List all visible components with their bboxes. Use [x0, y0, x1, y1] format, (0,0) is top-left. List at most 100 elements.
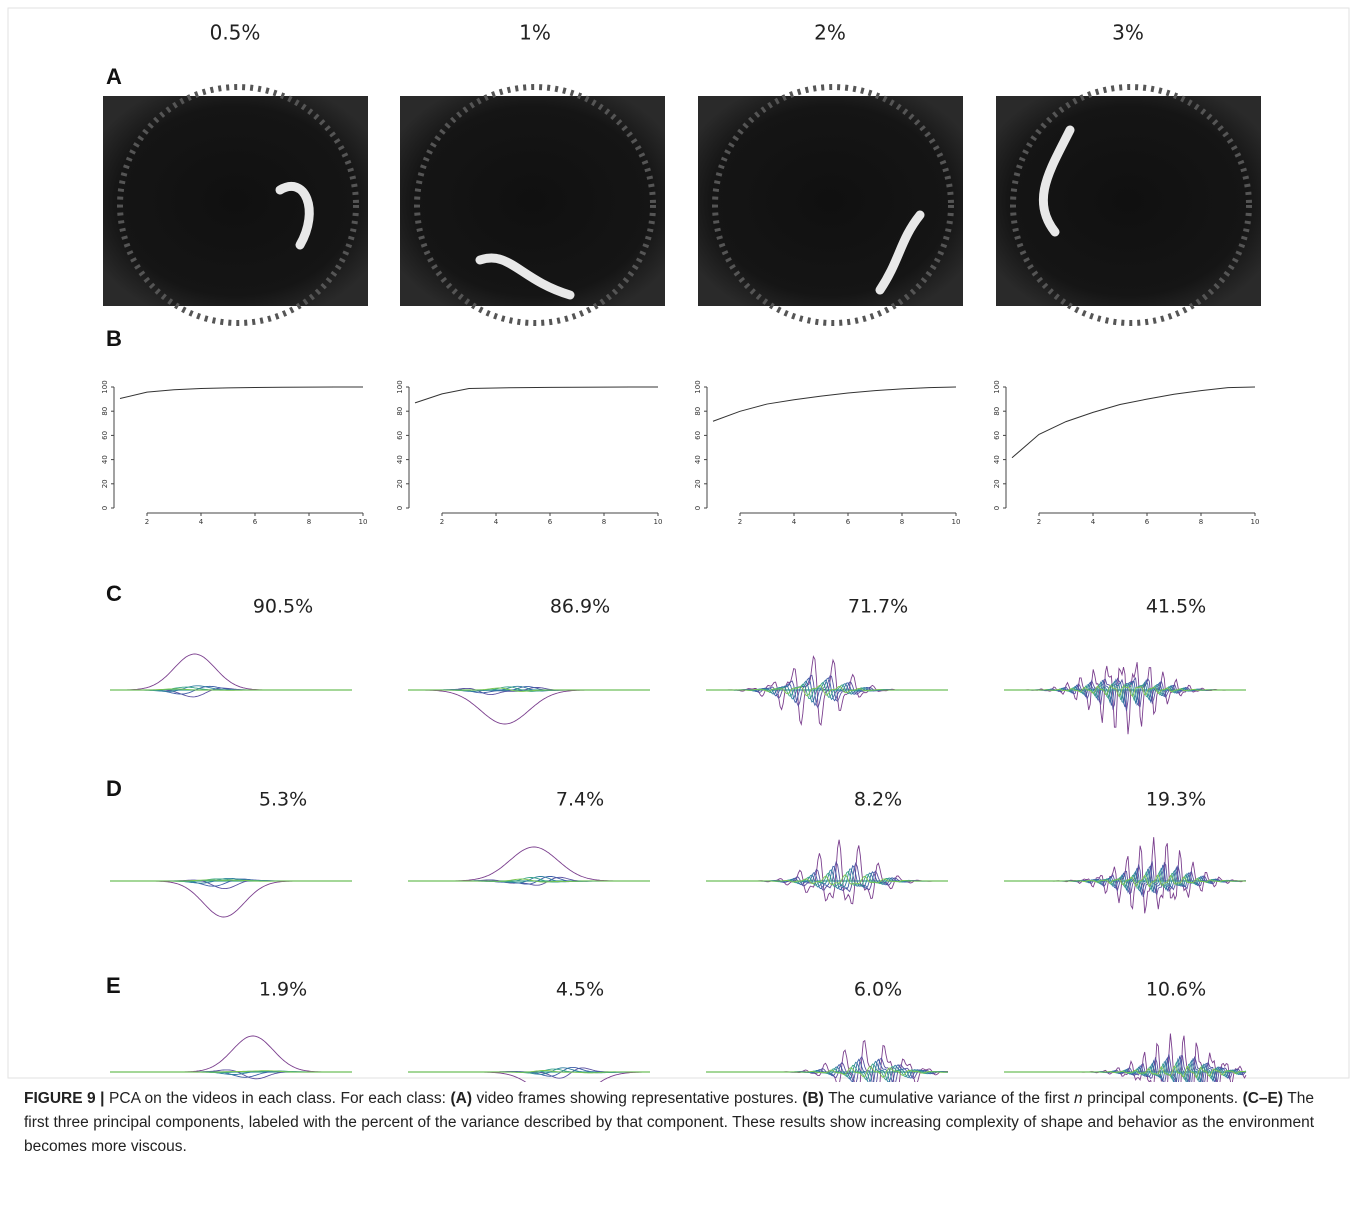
y-tick-label: 40 [993, 455, 1001, 464]
y-tick-label: 60 [993, 431, 1001, 440]
panel-label: D [106, 776, 122, 801]
panel-label: B [106, 326, 122, 351]
video-frame [103, 96, 368, 306]
column-header: 3% [1112, 21, 1144, 45]
y-tick-label: 40 [101, 455, 109, 464]
cumulative-line [712, 386, 957, 422]
dish-rim [414, 84, 656, 326]
caption-text: PCA on the videos in each class. For eac… [104, 1090, 451, 1107]
component-percent: 8.2% [854, 789, 902, 811]
y-tick-label: 80 [396, 407, 404, 416]
y-tick-label: 40 [396, 455, 404, 464]
x-tick-label: 6 [548, 518, 553, 526]
x-tick-label: 4 [1091, 518, 1096, 526]
component-trace [110, 880, 352, 918]
component-trace [706, 839, 948, 905]
figure-frame [7, 7, 1350, 1079]
panel-label: A [106, 64, 122, 89]
x-tick-label: 8 [1199, 518, 1203, 526]
y-tick-label: 100 [396, 380, 404, 393]
component-trace [1004, 874, 1246, 888]
x-tick-label: 6 [846, 518, 851, 526]
caption-text: principal components. [1082, 1090, 1243, 1107]
component-percent: 1.9% [259, 979, 307, 1001]
x-tick-label: 10 [952, 518, 961, 526]
component-percent: 5.3% [259, 789, 307, 811]
y-tick-label: 0 [993, 506, 1001, 510]
caption-text: The first three principal components, la… [24, 1090, 1314, 1156]
y-tick-label: 100 [694, 380, 702, 393]
x-tick-label: 6 [1145, 518, 1150, 526]
caption-label: FIGURE 9 | [24, 1090, 105, 1107]
y-tick-label: 20 [101, 479, 109, 488]
component-percent: 4.5% [556, 979, 604, 1001]
component-percent: 86.9% [550, 596, 610, 618]
component-trace [408, 846, 650, 882]
component-trace [110, 653, 352, 691]
caption-italic: n [1073, 1090, 1083, 1107]
y-tick-label: 40 [694, 455, 702, 464]
dish-rim [117, 84, 359, 326]
x-tick-label: 2 [738, 518, 742, 526]
x-tick-label: 6 [253, 518, 258, 526]
y-tick-label: 60 [396, 431, 404, 440]
component-trace [408, 1071, 651, 1082]
worm [275, 182, 314, 250]
caption-text: video frames showing representative post… [472, 1090, 803, 1107]
y-tick-label: 0 [694, 506, 702, 510]
y-tick-label: 100 [101, 380, 109, 393]
component-percent: 6.0% [854, 979, 902, 1001]
caption-text: The cumulative variance of the first [823, 1090, 1074, 1107]
panel-label: E [106, 973, 121, 998]
component-trace [110, 1070, 352, 1073]
x-tick-label: 8 [900, 518, 904, 526]
component-trace [408, 878, 650, 883]
worm [1038, 125, 1075, 237]
x-tick-label: 8 [602, 518, 606, 526]
component-trace [706, 874, 948, 886]
caption: FIGURE 9 | PCA on the videos in each cla… [24, 1087, 1314, 1159]
component-percent: 71.7% [848, 596, 908, 618]
component-percent: 19.3% [1146, 789, 1206, 811]
component-percent: 7.4% [556, 789, 604, 811]
worm [875, 210, 925, 295]
component-trace [408, 689, 650, 725]
y-tick-label: 20 [993, 479, 1001, 488]
x-tick-label: 2 [145, 518, 149, 526]
component-trace [408, 687, 650, 692]
y-tick-label: 0 [101, 506, 109, 510]
y-tick-label: 100 [993, 380, 1001, 393]
x-tick-label: 4 [494, 518, 499, 526]
cumulative-line [414, 386, 658, 404]
x-tick-label: 10 [654, 518, 663, 526]
x-tick-label: 4 [792, 518, 797, 526]
y-tick-label: 80 [101, 407, 109, 416]
component-trace [706, 1066, 949, 1078]
dish-rim [1010, 84, 1252, 326]
component-trace [1004, 1065, 1247, 1079]
component-trace [408, 1070, 650, 1074]
column-header: 1% [519, 21, 551, 45]
cumulative-line [119, 386, 363, 399]
y-tick-label: 0 [396, 506, 404, 510]
panel-label: C [106, 581, 122, 606]
x-tick-label: 8 [307, 518, 311, 526]
y-tick-label: 80 [694, 407, 702, 416]
caption-ref: (C–E) [1242, 1090, 1284, 1107]
component-trace [706, 655, 948, 727]
video-frame [698, 96, 963, 306]
caption-ref: (A) [450, 1090, 473, 1107]
component-trace [1004, 685, 1246, 698]
component-percent: 10.6% [1146, 979, 1206, 1001]
y-tick-label: 20 [694, 479, 702, 488]
y-tick-label: 20 [396, 479, 404, 488]
worm [475, 253, 575, 300]
component-trace [110, 1035, 352, 1073]
y-tick-label: 80 [993, 407, 1001, 416]
component-percent: 90.5% [253, 596, 313, 618]
video-frame [400, 96, 665, 306]
column-header: 0.5% [210, 21, 261, 45]
x-tick-label: 10 [359, 518, 368, 526]
x-tick-label: 4 [199, 518, 204, 526]
component-trace [1004, 861, 1246, 898]
